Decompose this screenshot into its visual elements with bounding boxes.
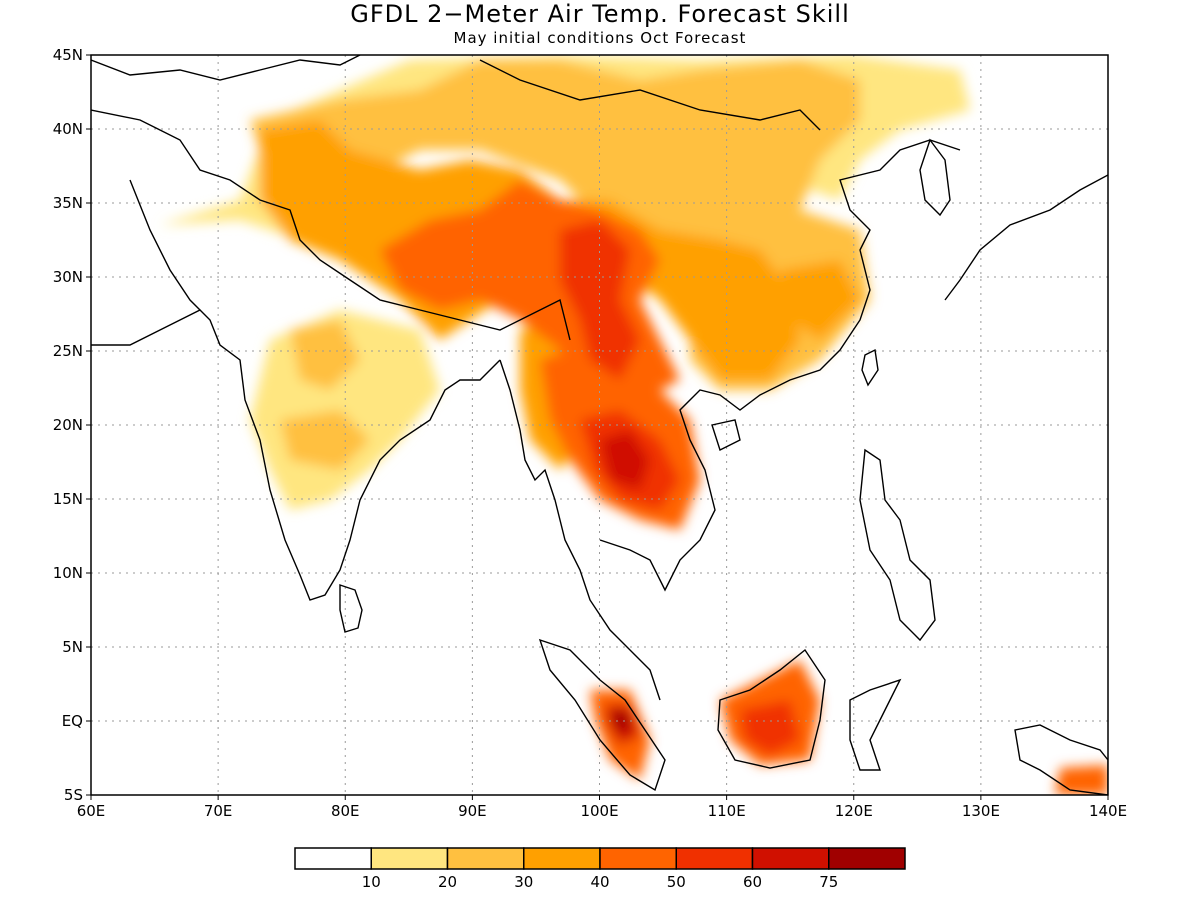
x-axis: 60E 70E 80E 90E 100E 110E 120E 130E 140E xyxy=(77,795,1127,820)
x-tick-label: 110E xyxy=(708,802,746,820)
coastlines xyxy=(91,55,1108,795)
coastline-sumatra xyxy=(538,638,666,792)
y-tick-label: 10N xyxy=(53,564,83,582)
y-tick-label: 5N xyxy=(62,638,83,656)
border-pakistan xyxy=(129,179,201,311)
colorbar-swatch xyxy=(675,847,754,870)
x-tick-label: 80E xyxy=(331,802,360,820)
y-tick-label: 5S xyxy=(64,786,83,804)
colorbar-swatch xyxy=(599,847,677,870)
coastline-new-guinea xyxy=(1014,724,1108,795)
colorbar-swatch xyxy=(828,847,906,870)
coastline-indochina-china xyxy=(599,139,961,592)
x-tick-label: 100E xyxy=(580,802,618,820)
colorbar: 10 20 30 40 50 60 75 xyxy=(294,847,906,891)
skill-region-southeast-china-30-40 xyxy=(780,260,860,340)
y-tick-label: 35N xyxy=(53,194,83,212)
y-tick-label: 15N xyxy=(53,490,83,508)
skill-region-borneo-core-50-60 xyxy=(740,700,800,755)
coastline-hainan xyxy=(711,419,741,451)
colorbar-swatch xyxy=(751,847,830,870)
coastline-japan xyxy=(944,174,1108,301)
skill-region-laos-60-75 xyxy=(600,430,650,490)
border-central-asia xyxy=(91,55,361,81)
x-tick-label: 140E xyxy=(1089,802,1127,820)
skill-heatmap xyxy=(160,55,1108,795)
colorbar-swatch xyxy=(294,847,372,870)
x-tick-label: 130E xyxy=(962,802,1000,820)
colorbar-label: 50 xyxy=(667,873,686,891)
border-himalaya xyxy=(91,109,571,341)
coastline-philippines xyxy=(859,448,936,642)
colorbar-label: 75 xyxy=(819,873,838,891)
chart-subtitle: May initial conditions Oct Forecast xyxy=(453,29,747,47)
y-tick-label: 45N xyxy=(53,46,83,64)
coastline-borneo xyxy=(717,648,826,769)
coastline-india xyxy=(91,309,501,601)
skill-region-peak-75 xyxy=(612,710,630,730)
x-tick-label: 70E xyxy=(204,802,233,820)
border-mongolia xyxy=(479,59,821,131)
skill-region-new-guinea-40-50 xyxy=(1055,765,1108,795)
colorbar-label: 40 xyxy=(590,873,609,891)
y-axis: 45N 40N 35N 30N 25N 20N 15N 10N 5N EQ 5S xyxy=(53,46,91,804)
coastline-sri-lanka xyxy=(339,584,363,633)
colorbar-label: 20 xyxy=(438,873,457,891)
y-tick-label: 40N xyxy=(53,120,83,138)
colorbar-label: 10 xyxy=(362,873,381,891)
y-tick-label: EQ xyxy=(62,712,83,730)
colorbar-label: 60 xyxy=(743,873,762,891)
x-tick-label: 90E xyxy=(458,802,487,820)
graticule xyxy=(91,55,1108,795)
colorbar-swatch xyxy=(446,847,525,870)
colorbar-swatch xyxy=(370,847,449,870)
coastline-myanmar-malaya xyxy=(499,359,661,701)
y-tick-label: 25N xyxy=(53,342,83,360)
coastline-taiwan xyxy=(861,348,879,387)
y-tick-label: 20N xyxy=(53,416,83,434)
skill-region-central-india-20-30 xyxy=(290,320,360,390)
y-tick-label: 30N xyxy=(53,268,83,286)
colorbar-label: 30 xyxy=(514,873,533,891)
coastline-sulawesi xyxy=(849,678,902,771)
x-tick-label: 120E xyxy=(835,802,873,820)
x-tick-label: 60E xyxy=(77,802,106,820)
colorbar-swatch xyxy=(523,847,601,870)
chart-title: GFDL 2−Meter Air Temp. Forecast Skill xyxy=(350,0,850,28)
coastline-korea xyxy=(919,138,951,217)
